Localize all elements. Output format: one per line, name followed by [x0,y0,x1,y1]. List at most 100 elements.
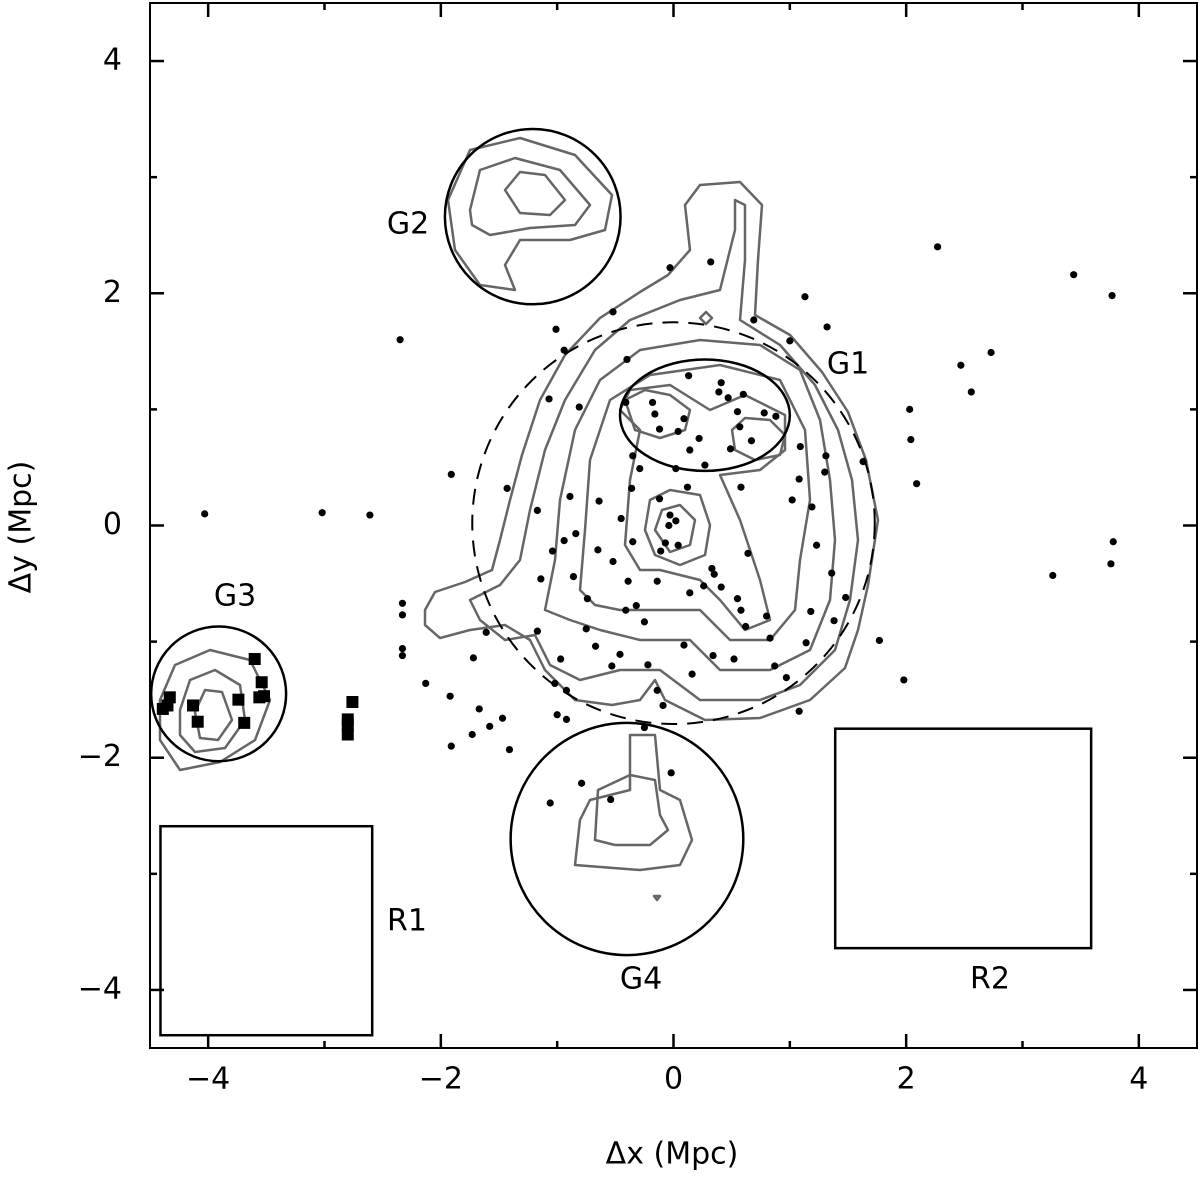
y-tick-label: 4 [103,43,122,78]
galaxy-point [201,510,209,518]
galaxy-point [1070,271,1078,279]
galaxy-point [569,572,578,581]
galaxy-point [505,745,514,754]
galaxy-point [744,549,752,557]
galaxy-point [468,730,476,739]
galaxy-point [760,409,768,417]
galaxy-point [469,654,478,662]
galaxy-point [747,437,756,445]
galaxy-point [907,435,915,444]
contour [593,773,670,847]
contour [468,156,592,237]
region-label: G2 [387,207,429,242]
galaxy-point [823,323,831,331]
galaxy-point [608,662,616,670]
galaxy-point [828,569,836,577]
galaxy-point [591,642,600,650]
galaxy-point [632,602,640,610]
region-circle [443,127,622,306]
contour [573,733,694,872]
contour [730,416,787,462]
y-tick-label: 0 [103,507,122,542]
region-label: R2 [970,962,1010,997]
galaxy-point [666,511,674,519]
galaxy-point [560,346,568,354]
galaxy-point [933,243,942,251]
galaxy-point [318,509,326,517]
galaxy-point [398,599,407,607]
galaxy-point [821,468,829,476]
galaxy-point [772,412,780,420]
galaxy-point [708,564,716,573]
galaxy-point [640,723,649,732]
galaxy-point [609,557,617,566]
member-galaxy [191,715,204,728]
galaxy-point [553,711,561,719]
galaxy-point [730,655,738,663]
galaxy-point [575,403,583,411]
region-label: G1 [827,347,869,382]
contour [158,648,272,772]
galaxy-point [796,442,804,451]
member-galaxy [346,695,359,708]
member-galaxy [238,716,251,729]
galaxy-point [875,636,884,645]
galaxy-point [822,452,830,460]
galaxy-point [1049,571,1057,580]
member-galaxy [341,728,354,741]
galaxy-point [533,506,541,515]
galaxy-point [913,480,921,488]
galaxy-point [788,496,796,504]
galaxy-point [812,541,821,549]
x-tick-label: 4 [1129,1062,1148,1097]
galaxy-point [533,627,541,635]
contour [543,338,837,672]
galaxy-point [710,570,718,578]
galaxy-point [572,530,580,538]
region-circle [509,721,745,957]
region-circle [149,625,288,763]
x-tick-label: 0 [664,1062,683,1097]
galaxy-point [957,361,965,369]
region-box [833,727,1093,950]
galaxy-point [737,483,745,491]
galaxy-point [482,628,490,636]
member-galaxy [255,676,268,689]
galaxy-point [655,495,664,503]
galaxy-point [447,470,455,479]
galaxy-point [628,484,636,492]
galaxy-point [398,651,407,660]
x-tick-label: −4 [186,1062,230,1097]
contours [158,136,880,902]
galaxy-point [782,674,790,682]
galaxy-point [726,445,735,453]
x-axis-label: Δx (Mpc) [606,1137,739,1172]
galaxy-point [801,293,809,301]
galaxy-point [674,541,682,549]
galaxy-point [577,779,586,787]
galaxy-point [659,701,667,710]
galaxy-point [680,641,688,649]
galaxy-point [548,547,557,555]
galaxy-point [629,452,637,460]
member-galaxy [341,719,354,732]
galaxy-point [546,799,554,807]
galaxy-point [762,612,771,620]
galaxy-point [566,492,574,501]
member-galaxy [232,693,245,706]
plot-frame [149,2,1198,1049]
galaxy-point [683,483,692,491]
galaxy-point [742,622,750,631]
y-tick-label: −4 [78,971,122,1006]
galaxy-point [665,521,673,530]
galaxy-point [688,670,696,678]
contour [653,503,697,554]
galaxy-point [666,264,674,272]
contour [446,136,614,292]
galaxy-point [582,625,590,633]
galaxy-point [560,536,568,545]
galaxy-point [859,458,867,466]
y-axis-label: Δy (Mpc) [4,461,39,594]
contour [193,688,234,742]
